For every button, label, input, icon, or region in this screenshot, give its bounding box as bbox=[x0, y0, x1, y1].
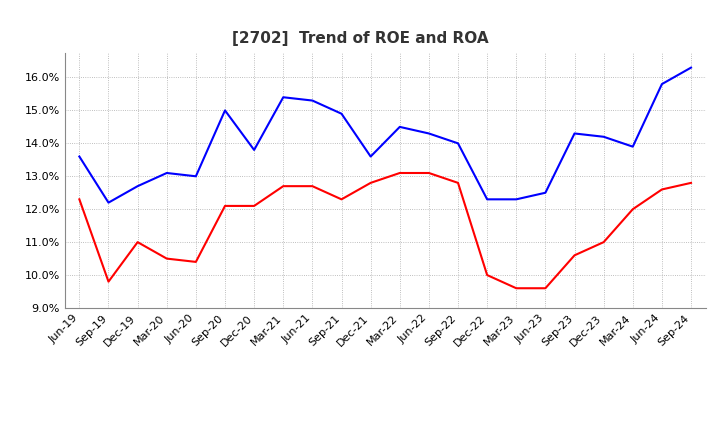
ROA bbox=[512, 197, 521, 202]
ROE bbox=[104, 279, 113, 284]
ROA bbox=[483, 197, 492, 202]
ROE bbox=[75, 197, 84, 202]
ROA bbox=[454, 141, 462, 146]
ROA bbox=[687, 65, 696, 70]
ROE bbox=[220, 203, 229, 209]
ROE bbox=[483, 272, 492, 278]
ROA bbox=[570, 131, 579, 136]
ROA bbox=[308, 98, 317, 103]
ROA bbox=[75, 154, 84, 159]
ROA bbox=[541, 190, 550, 195]
ROE bbox=[425, 170, 433, 176]
ROE bbox=[279, 183, 287, 189]
ROA bbox=[629, 144, 637, 149]
ROA bbox=[425, 131, 433, 136]
ROE bbox=[308, 183, 317, 189]
ROA bbox=[279, 95, 287, 100]
ROE bbox=[599, 239, 608, 245]
ROE bbox=[337, 197, 346, 202]
ROE bbox=[163, 256, 171, 261]
Text: [2702]  Trend of ROE and ROA: [2702] Trend of ROE and ROA bbox=[232, 31, 488, 46]
ROA bbox=[657, 81, 666, 87]
ROE bbox=[395, 170, 404, 176]
ROA bbox=[133, 183, 142, 189]
ROE bbox=[454, 180, 462, 186]
ROE bbox=[570, 253, 579, 258]
ROE bbox=[629, 206, 637, 212]
ROA bbox=[337, 111, 346, 116]
ROE bbox=[512, 286, 521, 291]
ROA bbox=[599, 134, 608, 139]
ROA bbox=[366, 154, 375, 159]
ROE bbox=[133, 239, 142, 245]
ROE bbox=[687, 180, 696, 186]
ROE bbox=[366, 180, 375, 186]
ROE bbox=[192, 259, 200, 264]
Line: ROA: ROA bbox=[79, 68, 691, 203]
ROA bbox=[220, 108, 229, 113]
ROA bbox=[163, 170, 171, 176]
ROE bbox=[250, 203, 258, 209]
Line: ROE: ROE bbox=[79, 173, 691, 288]
ROA bbox=[395, 124, 404, 129]
ROA bbox=[250, 147, 258, 153]
ROA bbox=[104, 200, 113, 205]
ROA bbox=[192, 174, 200, 179]
ROE bbox=[657, 187, 666, 192]
ROE bbox=[541, 286, 550, 291]
